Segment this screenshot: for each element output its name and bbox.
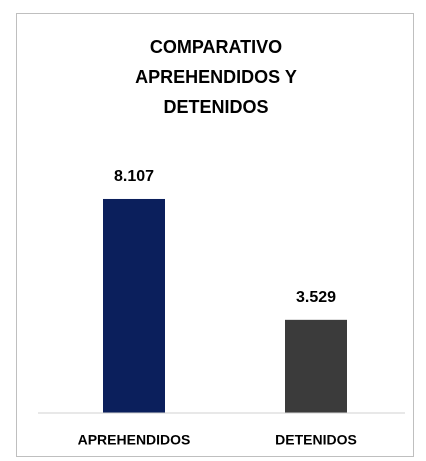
chart-title: COMPARATIVO APREHENDIDOS Y DETENIDOS [135,37,297,117]
bar [103,198,165,413]
data-label: 8.107 [114,168,154,185]
x-tick-label: APREHENDIDOS [78,432,191,448]
chart-frame [16,13,414,457]
x-tick-label: DETENIDOS [275,432,357,448]
bar [285,319,347,413]
data-label: 3.529 [296,289,336,306]
